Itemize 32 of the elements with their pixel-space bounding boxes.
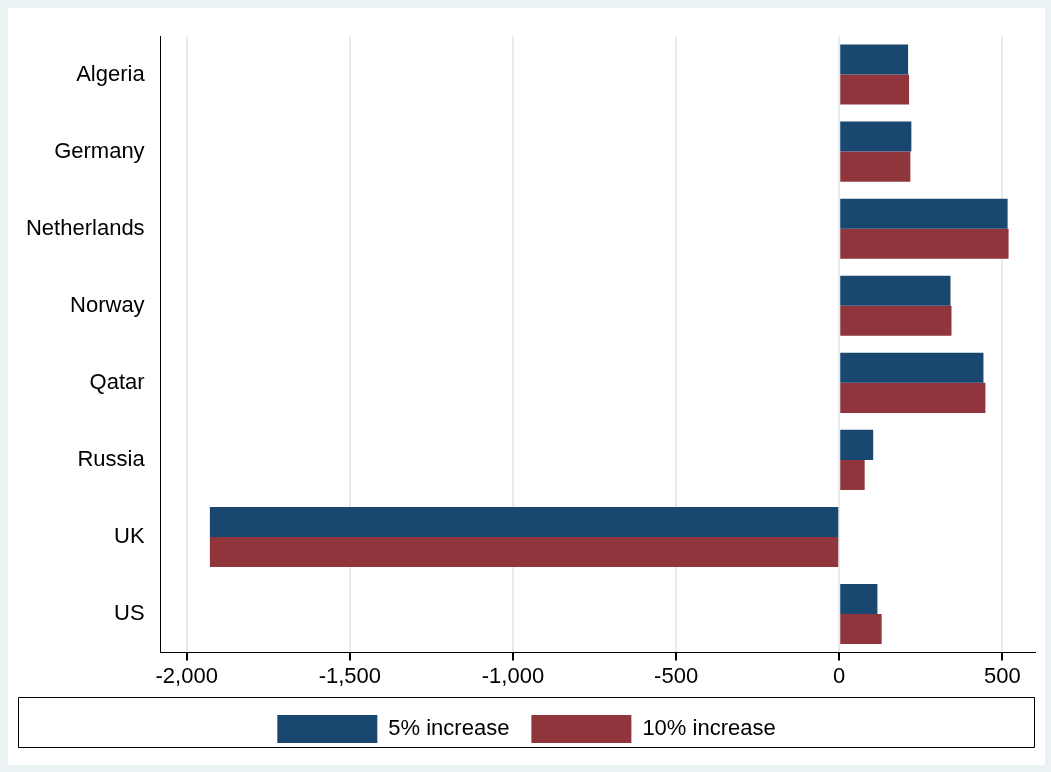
- y-tick-label: Norway: [70, 291, 145, 317]
- bar: [209, 506, 839, 537]
- bar: [840, 382, 986, 413]
- y-tick-label: Qatar: [89, 368, 145, 394]
- bar: [840, 584, 878, 615]
- x-tick-label: -1,000: [481, 662, 545, 688]
- bar: [840, 198, 1008, 229]
- bar: [840, 429, 874, 460]
- bar: [840, 305, 952, 336]
- legend-label: 10% increase: [642, 715, 776, 741]
- x-tick-label: -500: [654, 662, 699, 688]
- x-tick-label: 500: [984, 662, 1021, 688]
- y-tick-label: US: [114, 600, 145, 626]
- y-tick-label: UK: [114, 523, 145, 549]
- bar: [840, 74, 910, 105]
- bar: [840, 44, 909, 75]
- x-tick-label: 0: [833, 662, 846, 688]
- legend-label: 5% increase: [388, 715, 510, 741]
- x-tick-label: -2,000: [155, 662, 218, 688]
- bar: [840, 228, 1009, 259]
- y-tick-label: Russia: [77, 445, 146, 471]
- y-tick-label: Algeria: [76, 60, 146, 86]
- bar: [840, 275, 951, 306]
- bar: [840, 352, 984, 383]
- bar: [840, 121, 912, 152]
- y-tick-label: Netherlands: [25, 214, 145, 240]
- bar: [209, 536, 839, 568]
- bar: [840, 151, 911, 182]
- x-tick-label: -1,500: [318, 662, 382, 688]
- bar: [840, 459, 865, 490]
- y-tick-label: Germany: [54, 137, 145, 163]
- bar: [840, 614, 882, 645]
